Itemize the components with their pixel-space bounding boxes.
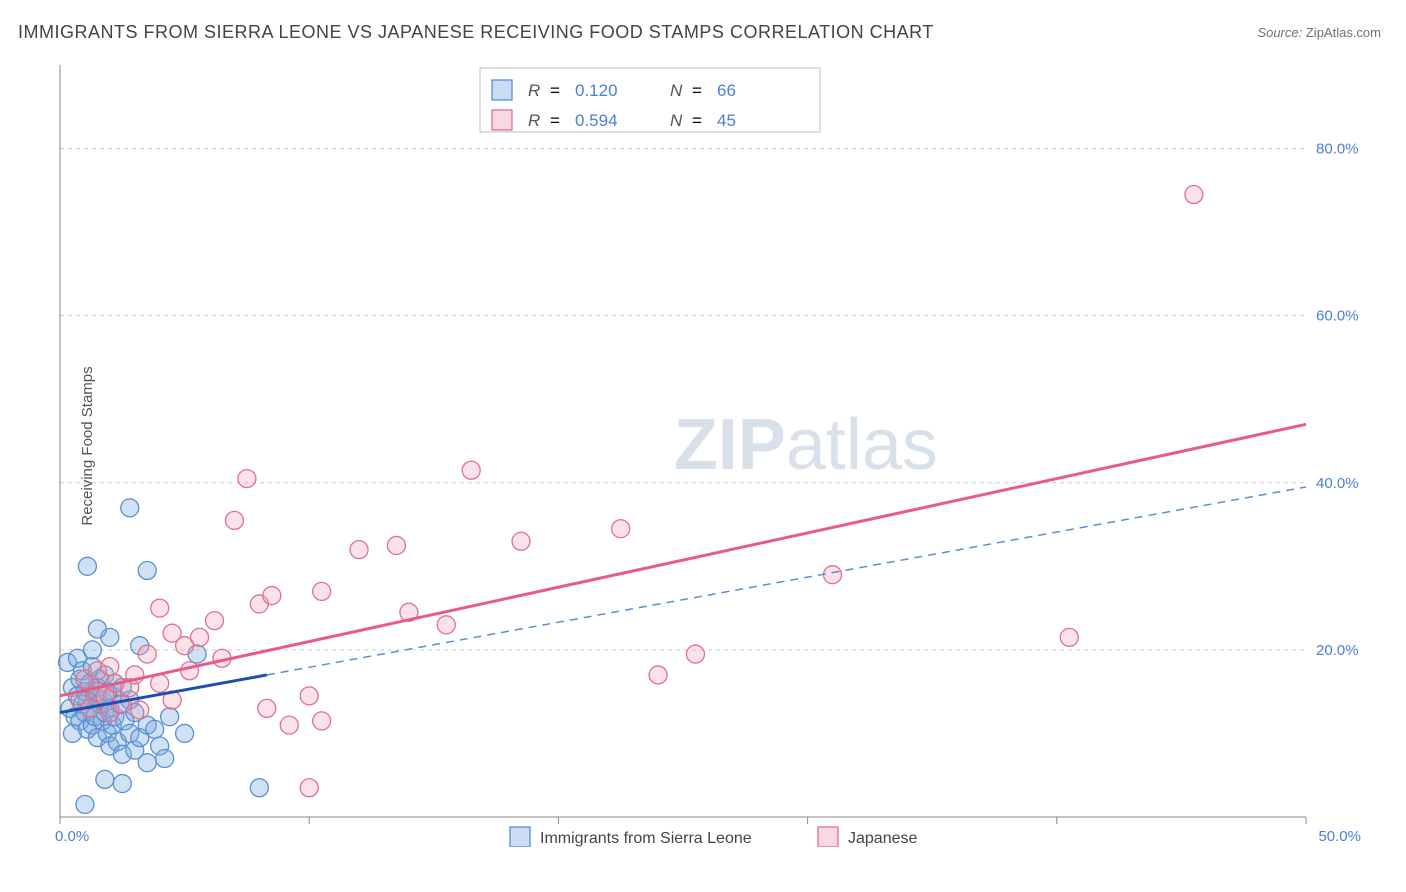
scatter-plot: 20.0% 40.0% 60.0% 80.0% 0.0% 50.0% ZIPatlas R = 0… (50, 60, 1376, 847)
n-label: N (670, 111, 683, 130)
legend-label: Japanese (848, 830, 917, 847)
y-tick-label: 80.0% (1316, 141, 1359, 158)
data-point (313, 712, 331, 730)
watermark: ZIPatlas (674, 405, 938, 485)
data-point (686, 645, 704, 663)
r-label: R (528, 81, 540, 100)
equals: = (692, 81, 702, 100)
data-point (88, 620, 106, 638)
data-point (101, 658, 119, 676)
data-point (131, 701, 149, 719)
data-point (113, 775, 131, 793)
data-point (138, 562, 156, 580)
data-point (313, 582, 331, 600)
legend-swatch (492, 80, 512, 100)
data-point (96, 770, 114, 788)
legend-swatch (510, 827, 530, 847)
equals: = (550, 111, 560, 130)
data-point (151, 599, 169, 617)
series-legend: Immigrants from Sierra Leone Japanese (510, 827, 917, 847)
data-point (138, 645, 156, 663)
source-value: ZipAtlas.com (1306, 25, 1381, 40)
x-tick-label: 0.0% (55, 828, 89, 845)
data-point (300, 779, 318, 797)
data-point (191, 628, 209, 646)
data-point (250, 779, 268, 797)
data-point (113, 695, 131, 713)
data-point (156, 750, 174, 768)
chart-title: IMMIGRANTS FROM SIERRA LEONE VS JAPANESE… (18, 22, 934, 43)
data-point (121, 499, 139, 517)
data-point (146, 720, 164, 738)
data-point (206, 612, 224, 630)
data-point (612, 520, 630, 538)
data-point (280, 716, 298, 734)
legend-swatch (492, 110, 512, 130)
n-label: N (670, 81, 683, 100)
source-attribution: Source: ZipAtlas.com (1257, 25, 1381, 40)
data-point (181, 662, 199, 680)
source-label: Source: (1257, 25, 1302, 40)
x-tick-label: 50.0% (1318, 828, 1361, 845)
data-point (649, 666, 667, 684)
data-point (824, 566, 842, 584)
data-point (512, 532, 530, 550)
r-value: 0.594 (575, 111, 618, 130)
data-point (263, 587, 281, 605)
y-tick-label: 20.0% (1316, 642, 1359, 659)
data-point (462, 461, 480, 479)
r-label: R (528, 111, 540, 130)
n-value: 66 (717, 81, 736, 100)
data-point (83, 641, 101, 659)
data-point (1060, 628, 1078, 646)
y-tick-label: 60.0% (1316, 308, 1359, 325)
data-point (258, 699, 276, 717)
legend-swatch (818, 827, 838, 847)
data-point (76, 795, 94, 813)
data-point (350, 541, 368, 559)
data-point (78, 557, 96, 575)
equals: = (692, 111, 702, 130)
equals: = (550, 81, 560, 100)
stats-legend: R = 0.120 N = 66 R = 0.594 N = 45 (480, 68, 820, 132)
trend-line-blue-ext (267, 487, 1306, 675)
data-point (1185, 186, 1203, 204)
legend-label: Immigrants from Sierra Leone (540, 830, 752, 847)
data-point (300, 687, 318, 705)
data-point (161, 708, 179, 726)
data-point (225, 511, 243, 529)
y-tick-label: 40.0% (1316, 475, 1359, 492)
data-point (138, 754, 156, 772)
n-value: 45 (717, 111, 736, 130)
data-point (176, 724, 194, 742)
data-point (437, 616, 455, 634)
data-point (238, 470, 256, 488)
chart-area: 20.0% 40.0% 60.0% 80.0% 0.0% 50.0% ZIPatlas R = 0… (50, 60, 1376, 847)
data-point (387, 536, 405, 554)
r-value: 0.120 (575, 81, 618, 100)
